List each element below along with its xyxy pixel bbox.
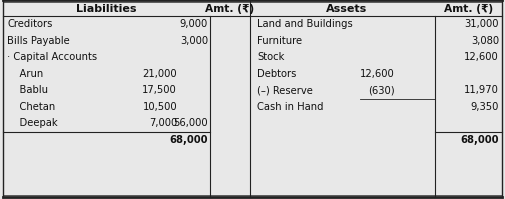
Text: Amt. (₹): Amt. (₹) — [444, 4, 493, 14]
Text: 3,000: 3,000 — [180, 36, 208, 46]
Text: 7,000: 7,000 — [149, 118, 177, 128]
Text: Land and Buildings: Land and Buildings — [257, 19, 353, 29]
Text: Cash in Hand: Cash in Hand — [257, 102, 324, 112]
Text: Assets: Assets — [326, 4, 367, 14]
Text: (630): (630) — [368, 85, 395, 95]
Text: Chetan: Chetan — [7, 102, 55, 112]
Text: Debtors: Debtors — [257, 69, 296, 79]
Text: 9,350: 9,350 — [471, 102, 499, 112]
Text: · Capital Accounts: · Capital Accounts — [7, 52, 97, 62]
Text: 11,970: 11,970 — [464, 85, 499, 95]
Text: Bablu: Bablu — [7, 85, 48, 95]
Text: Creditors: Creditors — [7, 19, 53, 29]
Text: Amt. (₹): Amt. (₹) — [206, 4, 255, 14]
Text: 17,500: 17,500 — [142, 85, 177, 95]
Text: Furniture: Furniture — [257, 36, 302, 46]
Text: Deepak: Deepak — [7, 118, 58, 128]
Text: 68,000: 68,000 — [461, 135, 499, 145]
Text: 31,000: 31,000 — [465, 19, 499, 29]
Text: Stock: Stock — [257, 52, 284, 62]
Text: Arun: Arun — [7, 69, 43, 79]
Text: 12,600: 12,600 — [464, 52, 499, 62]
Text: Liabilities: Liabilities — [76, 4, 137, 14]
Text: 12,600: 12,600 — [360, 69, 395, 79]
Text: 68,000: 68,000 — [170, 135, 208, 145]
Text: 56,000: 56,000 — [173, 118, 208, 128]
Text: 3,080: 3,080 — [471, 36, 499, 46]
Text: 21,000: 21,000 — [142, 69, 177, 79]
Text: Bills Payable: Bills Payable — [7, 36, 70, 46]
Text: 10,500: 10,500 — [142, 102, 177, 112]
Text: (–) Reserve: (–) Reserve — [257, 85, 313, 95]
Text: 9,000: 9,000 — [180, 19, 208, 29]
